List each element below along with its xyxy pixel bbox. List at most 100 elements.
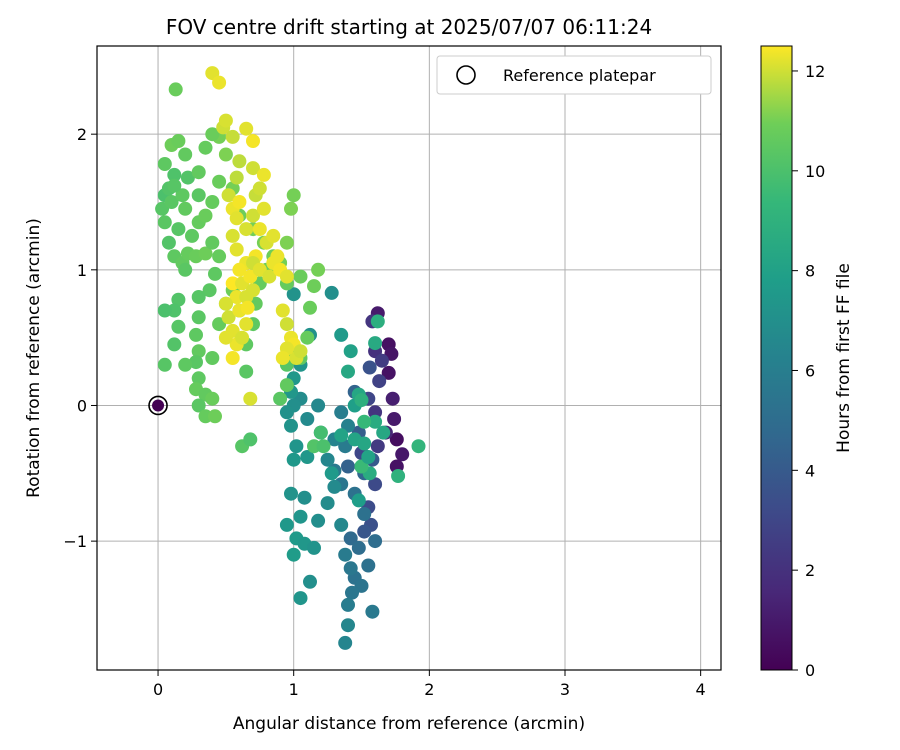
data-point [229, 170, 244, 185]
data-point [198, 246, 213, 261]
data-point [368, 534, 383, 549]
data-point [341, 618, 355, 633]
data-point [273, 391, 288, 406]
data-points [155, 66, 426, 650]
data-point [221, 188, 236, 203]
data-point [289, 439, 304, 454]
data-point [368, 336, 383, 351]
data-point [189, 355, 203, 370]
data-point [225, 129, 240, 144]
data-point [240, 300, 255, 315]
data-point [239, 121, 254, 136]
data-point [198, 208, 213, 223]
data-point [212, 174, 227, 189]
data-point [303, 574, 317, 589]
data-point [351, 493, 366, 508]
data-point [178, 357, 193, 372]
data-point [338, 635, 353, 650]
colorbar-tick-label: 8 [805, 262, 815, 281]
y-axis-ticks: −1 0 1 2 [63, 125, 97, 551]
data-point [218, 296, 233, 311]
data-point [311, 262, 326, 277]
data-point [387, 412, 402, 426]
data-point [307, 540, 321, 555]
data-point [171, 292, 186, 307]
data-point [246, 161, 260, 176]
data-point [372, 374, 387, 389]
data-point [370, 439, 385, 454]
data-point [279, 269, 294, 284]
data-point [239, 364, 254, 379]
data-point [167, 337, 182, 352]
data-point [361, 558, 376, 573]
data-point [262, 269, 277, 284]
data-point [389, 432, 404, 447]
data-point [361, 450, 376, 464]
legend-box [436, 55, 712, 95]
data-point [221, 310, 236, 325]
reference-marker [148, 395, 168, 416]
reference-point-fill [152, 399, 165, 412]
colorbar-ticks: 0 2 4 6 8 10 12 [792, 62, 825, 680]
data-point [300, 330, 315, 345]
data-point [300, 450, 315, 464]
data-point [334, 327, 349, 342]
data-point [368, 414, 383, 429]
colorbar-label: Hours from first FF file [834, 263, 854, 453]
data-point [313, 425, 328, 440]
data-point [157, 357, 172, 372]
data-point [357, 507, 372, 521]
data-point [284, 486, 298, 501]
data-point [168, 82, 183, 97]
data-point [252, 181, 267, 196]
data-point [157, 215, 172, 230]
data-point [357, 524, 372, 539]
data-point [185, 228, 199, 243]
data-point [246, 283, 260, 298]
data-point [205, 351, 220, 365]
data-point [225, 228, 240, 243]
data-point [324, 466, 339, 481]
data-point [229, 211, 244, 226]
data-point [391, 469, 406, 483]
plot-frame [96, 45, 722, 671]
data-point [275, 351, 290, 365]
data-point [341, 459, 355, 474]
data-point [178, 147, 193, 162]
data-point [205, 127, 220, 142]
data-point [171, 134, 186, 148]
data-point [164, 195, 179, 209]
data-point [297, 490, 312, 505]
data-point [191, 290, 206, 304]
data-point [191, 398, 206, 413]
data-point [327, 479, 342, 494]
data-point [246, 134, 260, 148]
data-point [385, 391, 400, 406]
y-tick-label: 2 [77, 125, 87, 144]
data-point [246, 208, 260, 223]
data-point [357, 436, 372, 451]
data-point [374, 353, 389, 368]
data-point [357, 414, 372, 429]
data-point [341, 364, 355, 379]
data-point [293, 591, 308, 606]
data-point [293, 269, 308, 284]
x-tick-label: 1 [289, 680, 299, 699]
data-point [365, 604, 380, 619]
data-point [395, 447, 410, 462]
data-point [279, 378, 294, 393]
data-point [191, 310, 206, 325]
data-point [316, 439, 331, 454]
data-point [311, 398, 326, 413]
colorbar-gradient [760, 45, 793, 671]
data-point [256, 201, 271, 216]
data-point [205, 391, 220, 406]
data-point [334, 405, 349, 420]
data-point [307, 279, 321, 294]
data-point [275, 303, 290, 318]
data-point [171, 319, 186, 334]
data-point [180, 170, 195, 185]
data-point [320, 452, 335, 467]
data-point [286, 452, 301, 467]
